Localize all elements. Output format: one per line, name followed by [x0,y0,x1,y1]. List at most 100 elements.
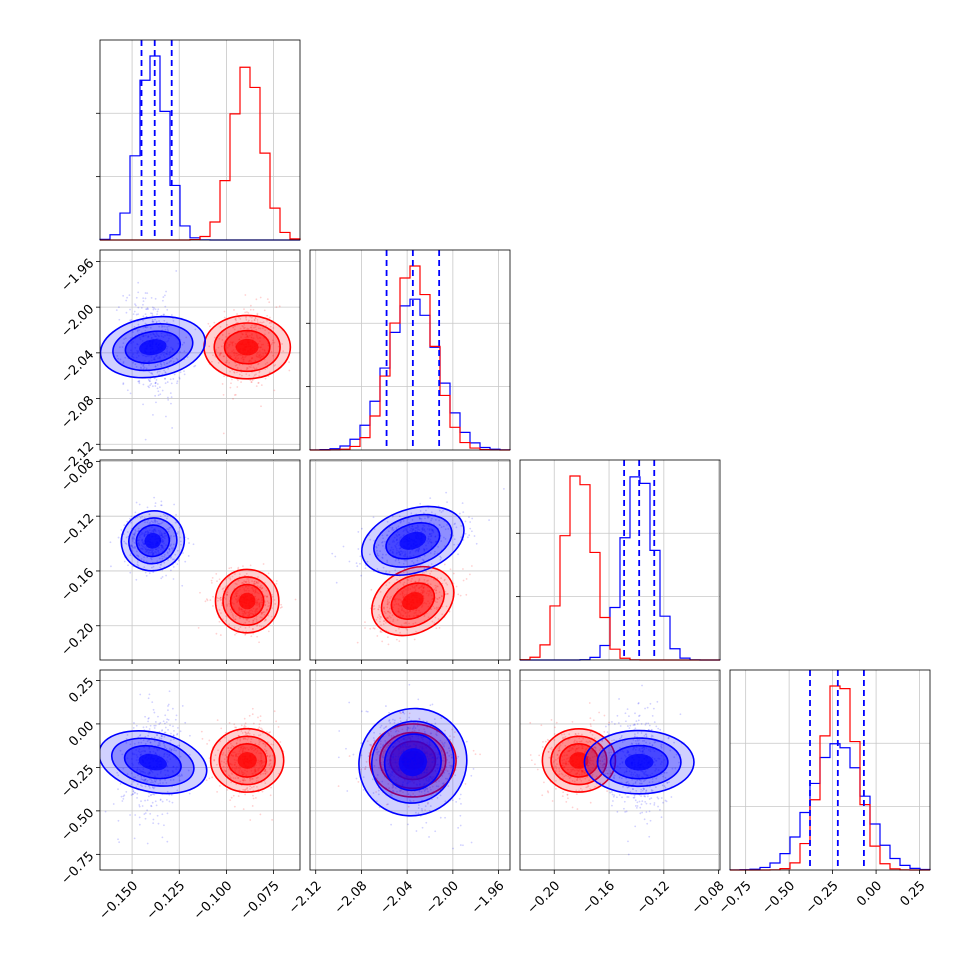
scatter-point [437,785,440,788]
scatter-point [264,769,266,772]
scatter-point [387,803,389,806]
scatter-point [234,582,237,585]
scatter-point [239,626,242,629]
scatter-point [249,366,252,369]
scatter-point [411,727,414,730]
scatter-point [239,327,242,330]
scatter-point [429,552,432,555]
scatter-point [117,306,120,309]
scatter-point [143,366,146,369]
scatter-point [234,618,236,621]
scatter-point [168,690,171,693]
scatter-point [436,730,438,732]
scatter-point [151,801,154,804]
scatter-point [417,580,420,583]
panel-content [109,496,297,644]
scatter-point [589,723,592,726]
scatter-point [264,769,267,771]
scatter-point [401,728,404,731]
scatter-point [403,712,406,715]
scatter-point [378,604,381,607]
scatter-point [161,729,164,731]
scatter-point [254,317,257,319]
scatter-point [419,510,422,512]
scatter-point [159,361,162,364]
scatter-point [237,579,240,582]
scatter-point [379,740,382,742]
scatter-point [224,361,227,364]
scatter-point [253,326,255,329]
scatter-point [557,749,560,752]
scatter-point [154,724,157,727]
scatter-point [261,586,264,589]
scatter-point [271,339,274,342]
scatter-point [470,530,473,533]
scatter-point [164,305,167,308]
panel-frame [519,459,721,661]
scatter-point [585,786,588,789]
scatter-point [383,727,385,730]
scatter-point [376,753,379,755]
scatter-point [142,326,145,329]
density-contour-1 [218,735,276,786]
scatter-point [235,726,238,729]
scatter-point [138,380,141,383]
scatter-point [237,628,240,630]
scatter-point [153,496,156,499]
scatter-point [359,562,361,565]
scatter-point [465,578,468,580]
scatter-point [444,729,446,732]
scatter-point [469,527,472,530]
scatter-point [427,516,429,519]
scatter-point [171,549,174,551]
scatter-point [265,749,268,752]
scatter-point [440,595,443,597]
scatter-point [145,326,148,329]
scatter-point [135,501,138,504]
scatter-point [386,746,389,748]
scatter-point [559,744,562,747]
scatter-point [156,814,159,817]
scatter-point [402,583,405,586]
scatter-point [369,627,372,630]
scatter-point [599,747,602,750]
scatter-point [335,581,338,584]
density-contour-1 [223,329,271,365]
scatter-point [445,491,448,494]
scatter-point [588,740,591,743]
scatter-point [142,315,145,318]
scatter-point [157,370,159,373]
density-contour-1 [390,582,436,620]
scatter-point [450,764,453,767]
scatter-point [125,299,128,302]
scatter-point [386,596,389,598]
scatter-point [444,592,447,595]
scatter-point [145,560,148,563]
scatter-point [259,616,262,618]
scatter-point [530,759,533,762]
scatter-point [429,583,432,586]
scatter-point [433,578,435,581]
histogram-panel-1 [306,249,511,451]
scatter-point [414,722,417,725]
scatter-point [123,524,126,527]
scatter-point [582,737,585,740]
scatter-point [185,336,188,339]
scatter-point [379,550,381,553]
scatter-point [173,747,176,750]
scatter-point [154,318,156,321]
scatter-point [223,758,226,761]
scatter-point [169,526,172,529]
scatter-point [146,307,149,309]
scatter-point [242,326,245,328]
density-contour-0 [112,323,194,372]
scatter-point [179,371,182,374]
scatter-point [255,385,258,388]
scatter-point [235,742,238,745]
scatter-point [474,753,477,756]
scatter-point [246,311,248,313]
density-contour-1 [229,583,265,619]
scatter-point [390,823,392,826]
scatter-point [424,732,427,735]
scatter-point [385,705,387,707]
